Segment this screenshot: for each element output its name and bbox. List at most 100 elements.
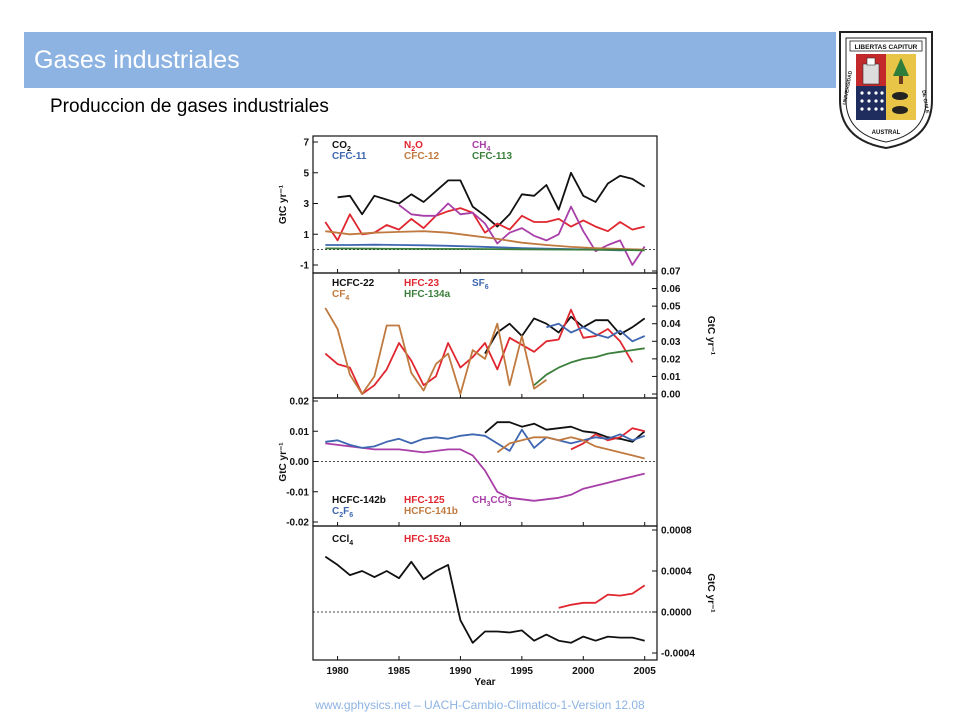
logo-motto: LIBERTAS CAPITUR (855, 44, 918, 51)
legend-text-part: CFC-11 (332, 151, 367, 162)
series-line-ch3ccl3 (325, 442, 645, 502)
series-line-cf4 (324, 307, 547, 395)
panel-frame (312, 525, 658, 661)
legend-text-part: HFC-152a (404, 534, 451, 545)
y-tick-label: 0.04 (661, 319, 681, 330)
series-line-cfc-113 (325, 247, 645, 252)
y-tick-label: 0.03 (661, 337, 681, 348)
series-line-hfc-23 (324, 308, 634, 395)
legend-text-part: 6 (485, 284, 489, 291)
y-tick-label: -0.0004 (661, 649, 695, 660)
slide-footer: www.gphysics.net – UACH-Cambio-Climatico… (315, 698, 645, 712)
y-tick-label: 7 (303, 138, 309, 149)
series-line-cfc-12 (325, 230, 645, 251)
y-tick-label: 0.06 (661, 284, 681, 295)
x-tick-label: 1980 (326, 666, 349, 677)
legend-text-part: 6 (349, 512, 353, 519)
legend-text-part: HFC-125 (404, 495, 445, 506)
legend-text-part: HFC-134a (404, 289, 451, 300)
x-tick-label: 2005 (634, 666, 657, 677)
legend-text-part: HCFC-141b (404, 506, 458, 517)
series-line-hcfc-141b (496, 436, 645, 460)
y-tick-label: -0.02 (286, 518, 309, 529)
series-line-co2 (337, 171, 646, 228)
y-tick-label: 5 (303, 168, 309, 179)
title-bar: Gases industriales (24, 32, 836, 88)
series-line-hfc-152a (558, 584, 646, 609)
legend-ccl4: CCl4 (332, 534, 353, 547)
legend-n2o: N2O (404, 140, 423, 153)
legend-text-part: CF (332, 289, 345, 300)
industrial-gases-figure: -1 1 3 5 7 GtC yr⁻¹ CO2 N2O CH4 CFC-11 CFC-12 CFC-1… (270, 128, 730, 688)
legend-text-part: 4 (349, 540, 353, 547)
y-axis-label: GtC yr⁻¹ (278, 184, 289, 224)
legend-ch3ccl3: CH3CCl3 (472, 495, 512, 508)
x-axis-label: Year (474, 677, 495, 688)
y-tick-label: -0.01 (286, 487, 309, 498)
legend-co2: CO2 (332, 140, 351, 153)
y-tick-label: -1 (300, 261, 309, 272)
legend-text-part: F (343, 506, 349, 517)
legend-cfc-113: CFC-113 (472, 151, 512, 162)
panel-frame (312, 397, 658, 527)
university-logo: LIBERTAS CAPITUR AUSTRAL UNIVERSIDAD DE … (836, 28, 936, 150)
y-tick-label: 1 (303, 230, 309, 241)
legend-text-part: HCFC-22 (332, 278, 375, 289)
legend-hfc-152a: HFC-152a (404, 534, 451, 545)
legend-cf4: CF4 (332, 289, 349, 302)
y-tick-label: 0.00 (661, 390, 681, 401)
legend-text-part: CO (332, 140, 347, 151)
y-tick-label: 3 (303, 199, 309, 210)
x-tick-label: 2000 (572, 666, 595, 677)
legend-hfc-134a: HFC-134a (404, 289, 451, 300)
y-axis-label: GtC yr⁻¹ (705, 573, 716, 613)
legend-cfc-11: CFC-11 (332, 151, 367, 162)
legend-text-part: SF (472, 278, 485, 289)
legend-text-part: CCl (332, 534, 349, 545)
series-line-hfc-125 (570, 427, 645, 451)
y-tick-label: 0.02 (290, 397, 310, 408)
legend-hfc-23: HFC-23 (404, 278, 439, 289)
y-tick-label: 0.05 (661, 302, 681, 313)
x-tick-label: 1985 (388, 666, 411, 677)
x-tick-label: 1990 (449, 666, 472, 677)
slide-subtitle: Produccion de gases industriales (50, 96, 329, 117)
y-tick-label: 0.01 (661, 372, 681, 383)
y-tick-label: 0.0000 (661, 608, 692, 619)
legend-c2f6: C2F6 (332, 506, 353, 519)
series-line-hcfc-22 (484, 315, 646, 355)
series-line-ccl4 (324, 555, 645, 644)
y-tick-label: 0.07 (661, 267, 681, 278)
y-tick-label: 0.00 (290, 457, 310, 468)
legend-hfc-125: HFC-125 (404, 495, 445, 506)
legend-text-part: 2 (347, 146, 351, 153)
logo-name-bottom: AUSTRAL (872, 130, 901, 136)
y-axis-label: GtC yr⁻¹ (705, 316, 716, 356)
legend-ch4: CH4 (472, 140, 490, 153)
legend-text-part: 2 (339, 512, 343, 519)
legend-text-part: 3 (508, 501, 512, 508)
legend-hcfc-142b: HCFC-142b (332, 495, 386, 506)
legend-hcfc-22: HCFC-22 (332, 278, 375, 289)
series-line-ch4 (398, 202, 646, 266)
legend-text-part: CFC-113 (472, 151, 512, 162)
y-tick-label: 0.0008 (661, 526, 692, 537)
legend-text-part: 4 (345, 295, 349, 302)
legend-text-part: 3 (486, 501, 490, 508)
x-tick-label: 1995 (511, 666, 534, 677)
y-tick-label: 0.01 (290, 427, 310, 438)
logo-name-left: UNIVERSIDAD (842, 70, 854, 105)
series-line-sf6 (546, 322, 646, 343)
legend-text-part: CH (472, 495, 486, 506)
legend-text-part: 4 (486, 146, 490, 153)
legend-text-part: N (404, 140, 411, 151)
y-tick-label: 0.02 (661, 354, 681, 365)
legend-text-part: CH (472, 140, 486, 151)
logo-name-right: DE CHILE (920, 90, 930, 115)
legend-cfc-12: CFC-12 (404, 151, 439, 162)
legend-text-part: HFC-23 (404, 278, 439, 289)
legend-text-part: C (332, 506, 339, 517)
panel-frame (312, 272, 658, 399)
legend-text-part: HCFC-142b (332, 495, 386, 506)
